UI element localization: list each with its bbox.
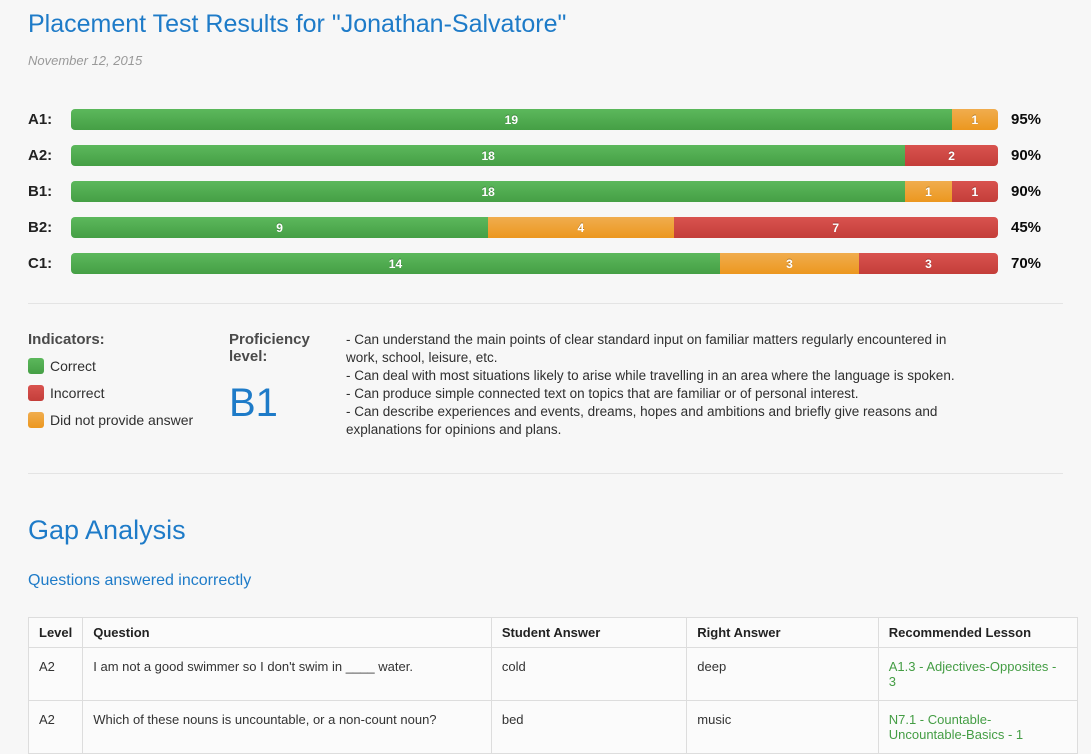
bar-level-label: A2:: [28, 147, 53, 165]
column-header-question: Question: [82, 617, 492, 649]
bar-segment-value: 18: [481, 148, 495, 163]
bar-segment-value: 18: [481, 184, 495, 199]
column-header-recommended-lesson: Recommended Lesson: [877, 617, 1079, 649]
lesson-link[interactable]: N7.1 - Countable-Uncountable-Basics - 1: [888, 712, 1024, 743]
bar-segment-no_answer: 1: [951, 109, 998, 131]
column-header-student-answer: Student Answer: [490, 617, 688, 649]
bar-segment-incorrect: 2: [905, 145, 998, 167]
correct-swatch-icon: [28, 358, 44, 375]
bar-segment-incorrect: 3: [858, 253, 998, 275]
bar-level-label: B2:: [28, 219, 53, 237]
indicators-legend: Indicators: Correct Incorrect Did not pr…: [28, 331, 229, 439]
bar-segment-value: 19: [504, 112, 518, 127]
proficiency-description-line: - Can produce simple connected text on t…: [346, 386, 859, 402]
proficiency-description-line: - Can describe experiences and events, d…: [346, 404, 938, 438]
legend-label: Incorrect: [50, 385, 105, 402]
cell-level: A2: [27, 700, 84, 754]
bar-segment-value: 1: [971, 112, 979, 127]
bar-percent-label: 95%: [1011, 111, 1042, 129]
legend-item-incorrect: Incorrect: [28, 385, 229, 402]
cell-question: Which of these nouns is uncountable, or …: [82, 700, 492, 754]
section-divider: [28, 473, 1063, 475]
section-divider: [28, 303, 1063, 305]
bar-track: 9 4 7: [71, 217, 998, 239]
bar-percent-label: 70%: [1011, 255, 1042, 273]
bar-segment-correct: 18: [71, 145, 906, 167]
bar-segment-value: 3: [925, 256, 932, 271]
bar-segment-value: 3: [786, 256, 793, 271]
bar-percent-label: 90%: [1011, 147, 1042, 165]
legend-item-correct: Correct: [28, 358, 229, 375]
proficiency-label: Proficiency level:: [229, 331, 310, 366]
bar-segment-value: 1: [971, 184, 979, 199]
bar-segment-value: 2: [948, 148, 955, 163]
cell-right-answer: music: [686, 700, 879, 754]
bar-segment-value: 9: [276, 220, 283, 235]
legend-label: Did not provide answer: [50, 412, 194, 429]
bar-row-a1: A1: 19 1 95%: [28, 109, 1063, 131]
bar-segment-correct: 18: [71, 181, 906, 203]
proficiency-block: Proficiency level: B1: [229, 331, 346, 439]
incorrect-swatch-icon: [28, 385, 44, 402]
bar-segment-incorrect: 7: [673, 217, 998, 239]
indicators-heading: Indicators:: [28, 331, 105, 349]
bar-segment-no_answer: 4: [488, 217, 674, 239]
legend-label: Correct: [50, 358, 96, 375]
table-row: A2 I am not a good swimmer so I don't swi…: [27, 647, 1079, 702]
column-header-level: Level: [27, 617, 84, 649]
page-title: Placement Test Results for "Jonathan-Sal…: [28, 10, 567, 38]
level-bars-chart: A1: 19 1 95% A2: 18 2 90% B1: 18 1 1 90% B2: 9 4 7 45% C1:…: [28, 109, 1063, 275]
cell-recommended-lesson: N7.1 - Countable-Uncountable-Basics - 1: [877, 700, 1079, 754]
bar-level-label: B1:: [28, 183, 53, 201]
incorrect-questions-table: Level Question Student Answer Right Answer R…: [27, 617, 1079, 754]
legend-item-no-answer: Did not provide answer: [28, 412, 229, 429]
table-row: A2 Which of these nouns is uncountable, o…: [27, 700, 1079, 754]
bar-segment-correct: 19: [71, 109, 952, 131]
cell-level: A2: [27, 647, 84, 702]
results-summary-section: Indicators: Correct Incorrect Did not pr…: [28, 331, 1063, 439]
bar-row-a2: A2: 18 2 90%: [28, 145, 1063, 167]
column-header-right-answer: Right Answer: [686, 617, 879, 649]
bar-segment-no_answer: 3: [719, 253, 859, 275]
gap-analysis-heading: Gap Analysis: [28, 515, 186, 546]
bar-segment-value: 14: [388, 256, 403, 271]
legend: Correct Incorrect Did not provide answer: [28, 358, 229, 429]
proficiency-description-line: - Can understand the main points of clea…: [346, 332, 947, 366]
table-header-row: Level Question Student Answer Right Answer R…: [27, 617, 1079, 649]
report-page: Placement Test Results for "Jonathan-Sal…: [0, 9, 1091, 754]
bar-segment-value: 4: [577, 220, 585, 235]
lesson-link[interactable]: A1.3 - Adjectives-Opposites - 3: [888, 659, 1057, 690]
bar-segment-correct: 14: [71, 253, 720, 275]
bar-segment-value: 7: [832, 220, 840, 235]
cell-student-answer: bed: [490, 700, 688, 754]
bar-row-b1: B1: 18 1 1 90%: [28, 181, 1063, 203]
no-answer-swatch-icon: [28, 412, 44, 429]
proficiency-description-line: - Can deal with most situations likely t…: [346, 368, 955, 384]
cell-right-answer: deep: [686, 647, 879, 702]
cell-question: I am not a good swimmer so I don't swim …: [82, 647, 492, 702]
proficiency-level: B1: [229, 381, 278, 426]
bar-level-label: A1:: [28, 111, 53, 129]
bar-row-b2: B2: 9 4 7 45%: [28, 217, 1063, 239]
bar-segment-value: 1: [925, 184, 932, 199]
bar-track: 19 1: [71, 109, 998, 131]
bar-percent-label: 45%: [1011, 219, 1042, 237]
bar-track: 14 3 3: [71, 253, 998, 275]
gap-analysis-subheading: Questions answered incorrectly: [28, 572, 252, 590]
bar-segment-no_answer: 1: [905, 181, 952, 203]
bar-track: 18 1 1: [71, 181, 998, 203]
bar-segment-correct: 9: [71, 217, 489, 239]
bar-row-c1: C1: 14 3 3 70%: [28, 253, 1063, 275]
cell-recommended-lesson: A1.3 - Adjectives-Opposites - 3: [877, 647, 1079, 702]
report-date: November 12, 2015: [28, 53, 143, 69]
bar-segment-incorrect: 1: [951, 181, 998, 203]
bar-percent-label: 90%: [1011, 183, 1042, 201]
cell-student-answer: cold: [490, 647, 688, 702]
proficiency-descriptions: - Can understand the main points of clea…: [346, 331, 958, 439]
bar-level-label: C1:: [28, 255, 53, 273]
bar-track: 18 2: [71, 145, 998, 167]
